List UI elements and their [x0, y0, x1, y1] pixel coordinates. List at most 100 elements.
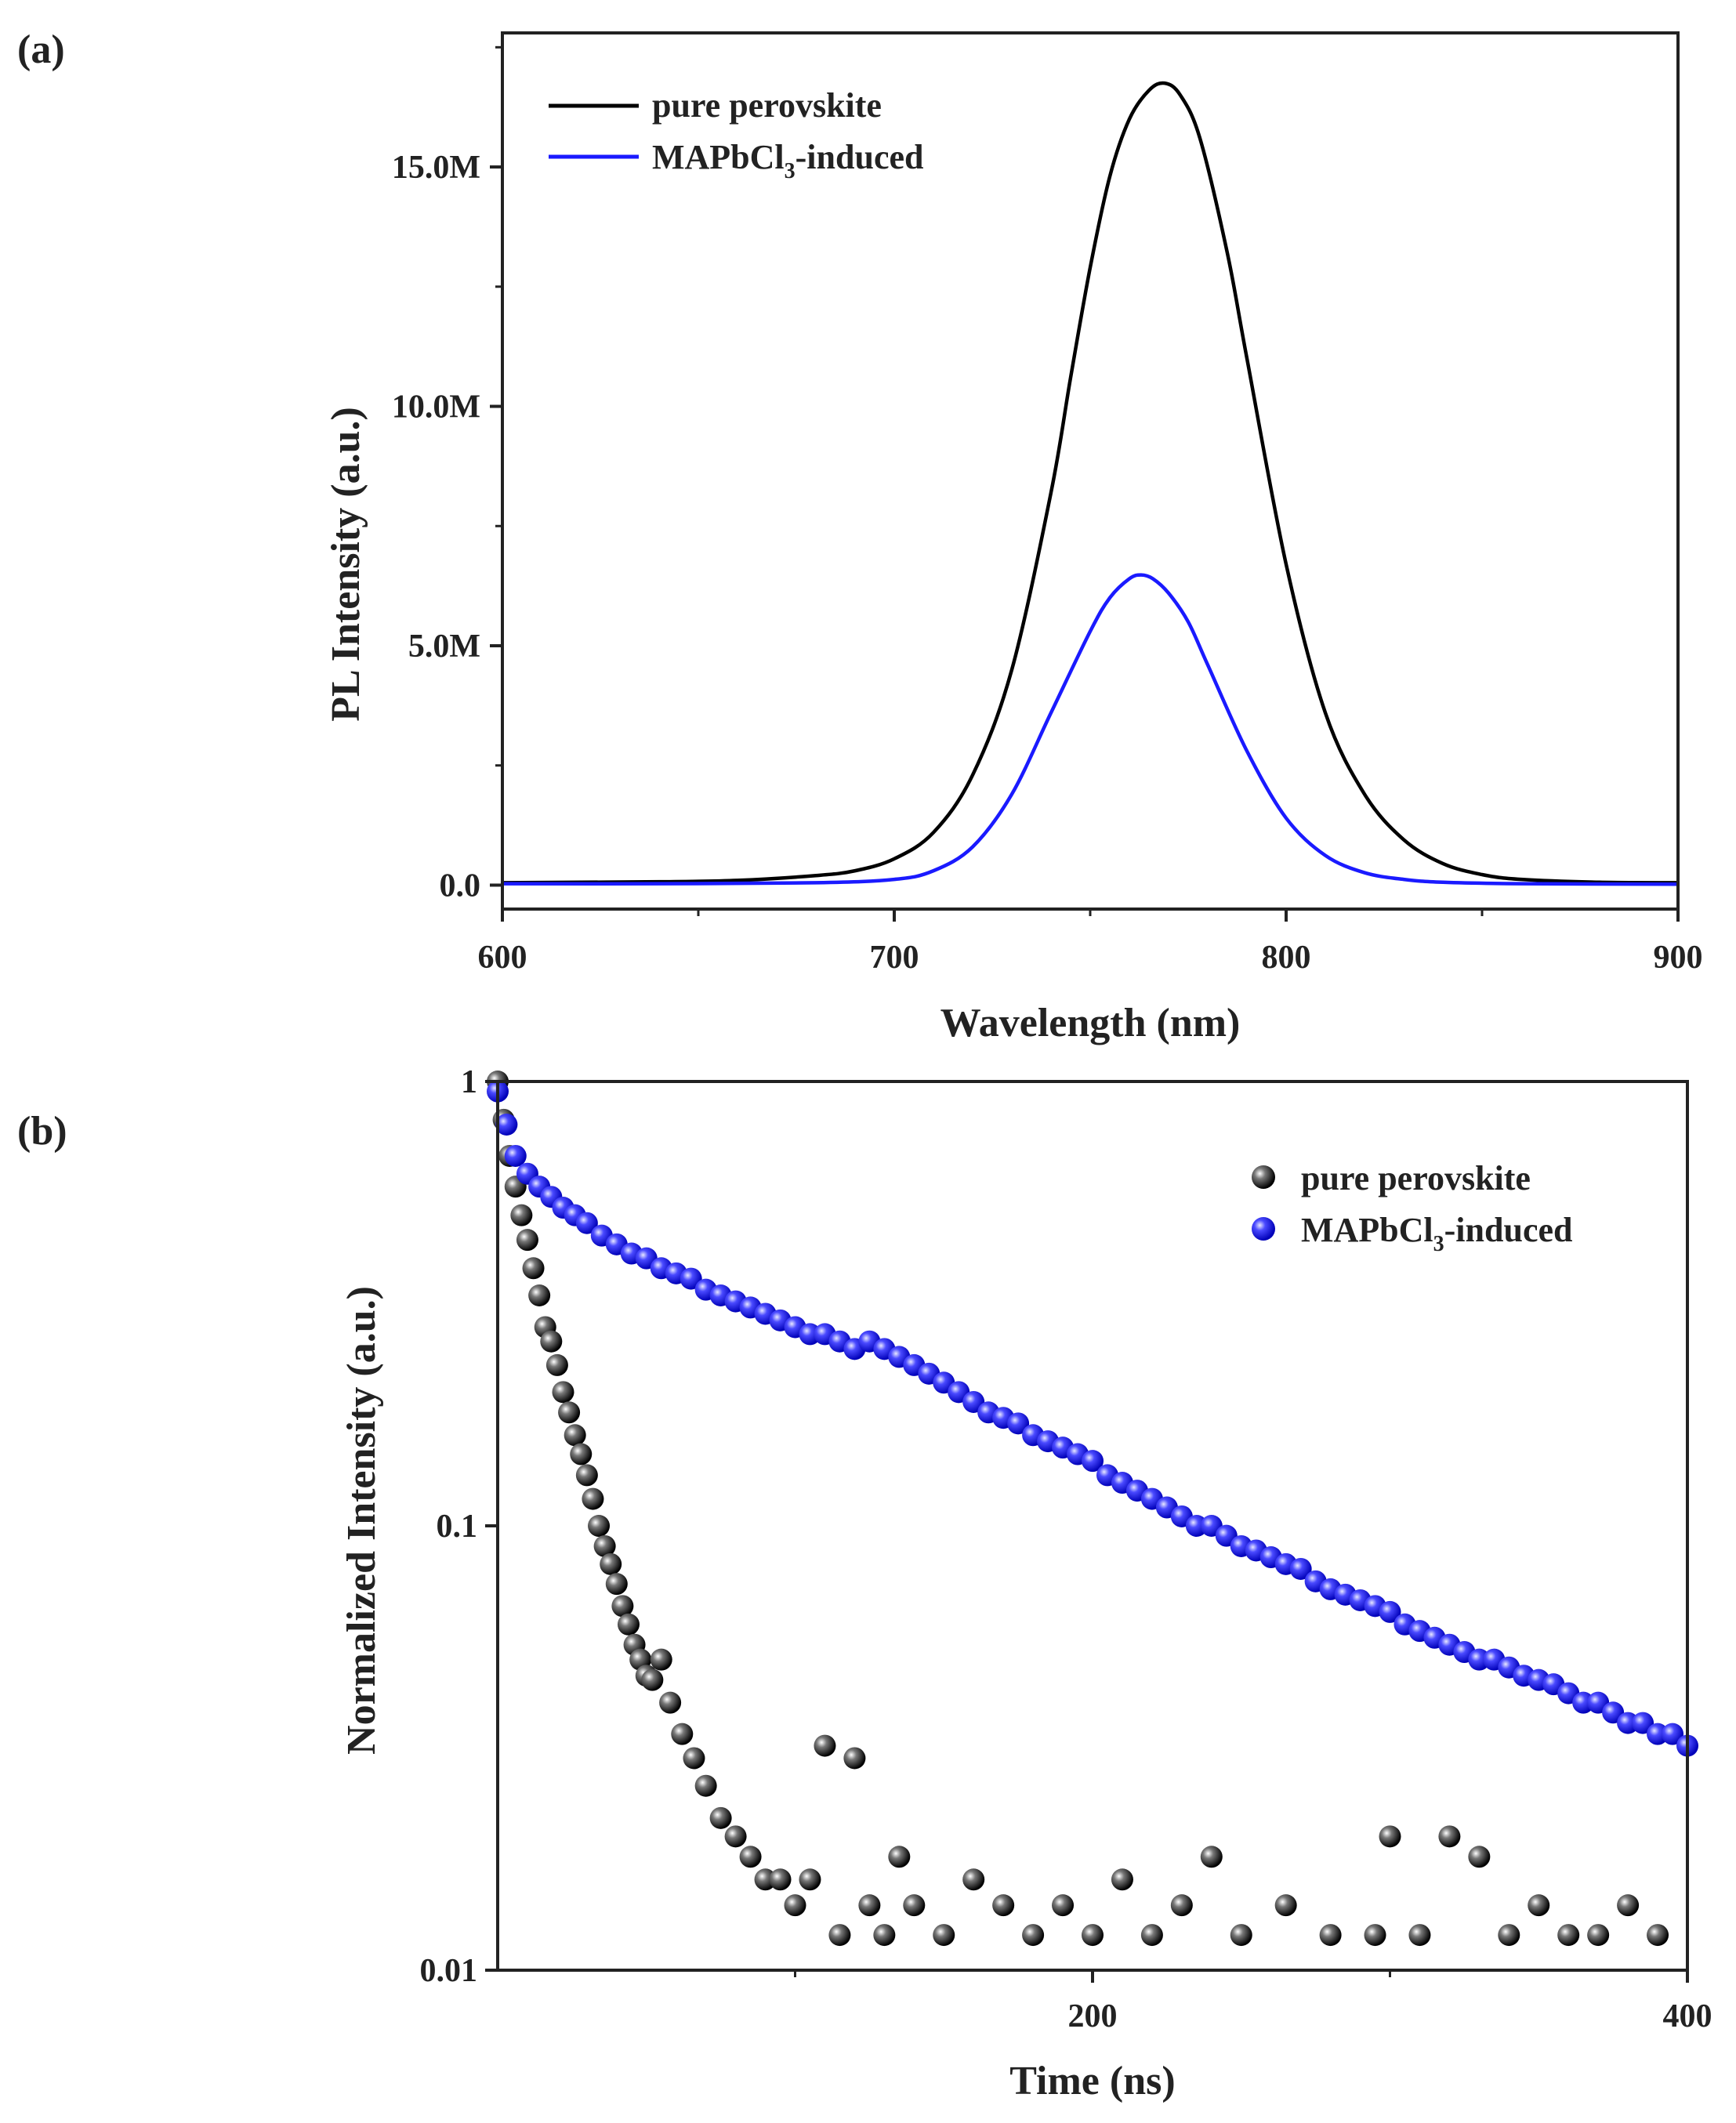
- pl-line-pure-perovskite: [502, 81, 1679, 885]
- trpl-point-pure-perovskite: [1230, 1924, 1252, 1947]
- trpl-point-pure-perovskite: [709, 1806, 732, 1829]
- trpl-point-pure-perovskite: [1438, 1825, 1461, 1848]
- pl-x-tick-label: 800: [1262, 940, 1311, 976]
- trpl-point-pure-perovskite: [522, 1257, 545, 1280]
- pl-axis-ticks: 600 700 800 900 0.0 5.0M 10.0M 15.0M: [392, 45, 1703, 976]
- trpl-point-pure-perovskite: [516, 1229, 538, 1252]
- trpl-point-mapbcl3-induced: [1007, 1412, 1030, 1435]
- pl-legend-label-mapbcl3: MAPbCl3-induced: [652, 138, 923, 183]
- trpl-point-pure-perovskite: [739, 1846, 762, 1868]
- trpl-point-pure-perovskite: [641, 1668, 664, 1691]
- trpl-decay-chart: 200 400 0.01 0.1 1 Time (ns) Normalized Inte…: [339, 1064, 1712, 2103]
- trpl-y-tick-label: 0.1: [437, 1509, 478, 1545]
- trpl-point-pure-perovskite: [873, 1924, 896, 1947]
- trpl-axis-ticks: 200 400 0.01 0.1 1: [420, 1064, 1712, 2034]
- trpl-point-pure-perovskite: [510, 1204, 533, 1226]
- pl-y-tick-label: 15.0M: [392, 150, 480, 186]
- trpl-point-pure-perovskite: [843, 1747, 866, 1770]
- pl-x-tick-label: 600: [478, 940, 527, 976]
- trpl-point-mapbcl3-induced: [504, 1144, 527, 1167]
- panel-b-label: (b): [17, 1109, 67, 1154]
- trpl-point-pure-perovskite: [814, 1734, 836, 1757]
- trpl-point-pure-perovskite: [1408, 1924, 1431, 1947]
- trpl-point-pure-perovskite: [1379, 1825, 1401, 1848]
- trpl-y-tick-label: 1: [461, 1064, 477, 1100]
- pl-y-axis-title: PL Intensity (a.u.): [324, 407, 368, 722]
- panel-a-label: (a): [17, 27, 65, 72]
- trpl-point-pure-perovskite: [545, 1353, 568, 1376]
- pl-series-group: [502, 81, 1679, 886]
- trpl-x-axis-title: Time (ns): [1009, 2059, 1175, 2103]
- trpl-x-tick-label: 200: [1068, 1998, 1118, 2034]
- trpl-y-tick-label: 0.01: [420, 1953, 478, 1989]
- trpl-point-pure-perovskite: [540, 1330, 563, 1353]
- trpl-point-pure-perovskite: [1022, 1924, 1045, 1947]
- trpl-point-mapbcl3-induced: [1662, 1723, 1684, 1745]
- trpl-point-pure-perovskite: [888, 1846, 911, 1868]
- trpl-point-pure-perovskite: [1364, 1924, 1386, 1947]
- trpl-point-pure-perovskite: [1528, 1894, 1550, 1917]
- trpl-point-pure-perovskite: [694, 1774, 717, 1797]
- trpl-point-pure-perovskite: [1468, 1846, 1491, 1868]
- trpl-point-pure-perovskite: [1111, 1868, 1133, 1891]
- trpl-point-pure-perovskite: [683, 1747, 705, 1770]
- pl-y-tick-label: 0.0: [440, 868, 481, 904]
- trpl-point-pure-perovskite: [1140, 1924, 1163, 1947]
- trpl-point-pure-perovskite: [1557, 1924, 1580, 1947]
- trpl-y-axis-title: Normalized Intensity (a.u.): [339, 1286, 384, 1755]
- trpl-point-mapbcl3-induced: [575, 1212, 598, 1234]
- trpl-point-pure-perovskite: [528, 1284, 551, 1307]
- trpl-point-pure-perovskite: [1617, 1894, 1640, 1917]
- pl-x-tick-label: 900: [1654, 940, 1703, 976]
- trpl-point-pure-perovskite: [1170, 1894, 1193, 1917]
- trpl-legend: pure perovskite MAPbCl3-induced: [1252, 1159, 1572, 1256]
- trpl-point-pure-perovskite: [1052, 1894, 1075, 1917]
- trpl-point-pure-perovskite: [588, 1515, 611, 1537]
- trpl-point-mapbcl3-induced: [1082, 1450, 1104, 1473]
- trpl-point-pure-perovskite: [564, 1424, 586, 1447]
- pl-legend-label-pure: pure perovskite: [652, 86, 882, 125]
- trpl-point-pure-perovskite: [1319, 1924, 1342, 1947]
- pl-y-tick-label: 5.0M: [408, 629, 480, 665]
- trpl-point-pure-perovskite: [769, 1868, 792, 1891]
- trpl-point-pure-perovskite: [600, 1552, 622, 1575]
- pl-y-tick-label: 10.0M: [392, 389, 480, 426]
- trpl-point-mapbcl3-induced: [1379, 1600, 1401, 1623]
- trpl-point-pure-perovskite: [617, 1613, 640, 1636]
- trpl-point-pure-perovskite: [582, 1487, 604, 1510]
- trpl-point-pure-perovskite: [570, 1443, 593, 1465]
- pl-x-tick-label: 700: [870, 940, 919, 976]
- trpl-point-pure-perovskite: [933, 1924, 955, 1947]
- trpl-legend-marker-mapbcl3: [1252, 1217, 1275, 1241]
- trpl-point-pure-perovskite: [611, 1595, 634, 1618]
- trpl-x-tick-label: 400: [1663, 1998, 1712, 2034]
- pl-spectrum-chart: 600 700 800 900 0.0 5.0M 10.0M 15.0M Wavelength…: [324, 31, 1703, 1045]
- trpl-point-pure-perovskite: [605, 1573, 628, 1596]
- trpl-point-pure-perovskite: [903, 1894, 926, 1917]
- trpl-legend-label-mapbcl3: MAPbCl3-induced: [1301, 1211, 1572, 1256]
- trpl-point-pure-perovskite: [962, 1868, 985, 1891]
- trpl-point-pure-perovskite: [593, 1534, 616, 1557]
- trpl-point-pure-perovskite: [1274, 1894, 1297, 1917]
- trpl-point-pure-perovskite: [992, 1894, 1015, 1917]
- trpl-point-pure-perovskite: [724, 1825, 747, 1848]
- trpl-legend-label-pure: pure perovskite: [1301, 1159, 1531, 1197]
- trpl-point-pure-perovskite: [1082, 1924, 1104, 1947]
- trpl-point-mapbcl3-induced: [495, 1113, 518, 1136]
- trpl-series-group: [487, 1071, 1698, 1947]
- pl-legend: pure perovskite MAPbCl3-induced: [549, 86, 923, 183]
- trpl-point-pure-perovskite: [650, 1648, 672, 1671]
- trpl-point-pure-perovskite: [1587, 1924, 1610, 1947]
- trpl-point-pure-perovskite: [828, 1924, 851, 1947]
- trpl-point-pure-perovskite: [552, 1381, 574, 1404]
- pl-line-mapbcl3-induced: [502, 573, 1679, 886]
- pl-x-axis-title: Wavelength (nm): [940, 1001, 1241, 1045]
- trpl-legend-marker-pure: [1252, 1165, 1275, 1189]
- trpl-point-pure-perovskite: [575, 1464, 598, 1487]
- trpl-point-pure-perovskite: [671, 1723, 694, 1745]
- trpl-point-pure-perovskite: [1647, 1924, 1669, 1947]
- trpl-point-pure-perovskite: [799, 1868, 821, 1891]
- trpl-point-mapbcl3-induced: [1289, 1557, 1312, 1580]
- trpl-point-pure-perovskite: [784, 1894, 806, 1917]
